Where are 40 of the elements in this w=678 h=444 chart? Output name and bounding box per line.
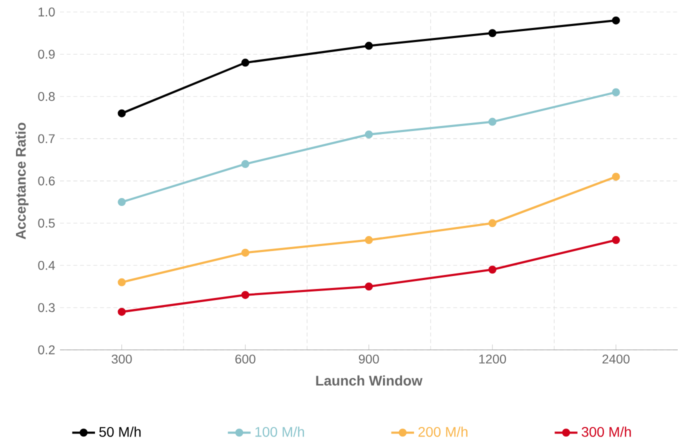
point xyxy=(241,58,250,67)
y-tick-label: 0.7 xyxy=(38,134,55,144)
point xyxy=(364,42,373,50)
y-tick-label: 0.6 xyxy=(38,176,55,186)
legend-label: 50 M/h xyxy=(99,426,141,437)
x-tick-label: 300 xyxy=(112,354,132,364)
y-axis-title: Acceptance Ratio xyxy=(15,122,29,240)
point xyxy=(364,130,373,138)
point xyxy=(364,282,373,290)
legend-label: 300 M/h xyxy=(582,426,631,437)
x-tick-label: 1200 xyxy=(479,354,506,364)
point xyxy=(488,118,496,126)
y-tick-label: 1.0 xyxy=(38,8,55,16)
point xyxy=(118,308,126,316)
point xyxy=(612,16,620,24)
point xyxy=(241,160,250,168)
point xyxy=(612,88,620,96)
legend-label: 200 M/h xyxy=(418,426,468,437)
point xyxy=(241,290,250,299)
point xyxy=(118,109,126,118)
point xyxy=(364,236,373,244)
y-tick-label: 0.4 xyxy=(38,260,55,270)
y-tick-label: 0.8 xyxy=(38,92,55,101)
point xyxy=(118,278,126,286)
x-axis-title: Launch Window xyxy=(316,375,422,386)
y-tick-label: 0.2 xyxy=(38,345,55,354)
point xyxy=(241,248,250,257)
point xyxy=(612,236,620,244)
legend-label: 100 M/h xyxy=(255,426,304,437)
x-tick-label: 600 xyxy=(235,354,256,364)
x-tick-label: 2400 xyxy=(602,354,630,364)
y-tick-label: 0.5 xyxy=(38,218,55,228)
y-tick-label: 0.9 xyxy=(38,50,55,59)
point xyxy=(488,29,496,38)
y-tick-label: 0.3 xyxy=(38,303,55,312)
point xyxy=(488,266,496,274)
point xyxy=(612,172,620,181)
point xyxy=(488,219,496,228)
point xyxy=(118,198,126,206)
x-tick-label: 900 xyxy=(358,354,379,364)
